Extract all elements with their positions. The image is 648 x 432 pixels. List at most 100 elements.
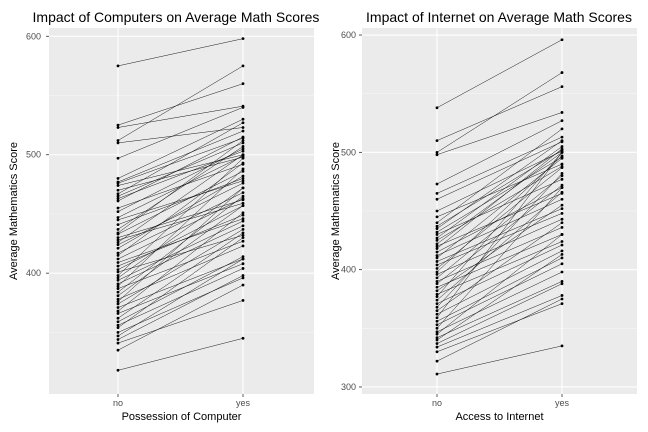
data-line-21 — [117, 146, 244, 230]
data-point-yes-12 — [241, 121, 245, 125]
data-point-yes-39 — [560, 249, 564, 253]
data-line-31 — [117, 198, 244, 260]
data-point-yes-47 — [560, 253, 564, 256]
data-point-yes-40 — [560, 150, 564, 154]
data-line-56 — [117, 275, 244, 340]
series-points — [116, 37, 245, 372]
data-line-1 — [436, 39, 563, 108]
data-line-7 — [436, 141, 563, 200]
y-axis-label: Average Mathematics Score — [8, 142, 20, 280]
data-line-6 — [117, 107, 244, 159]
data-line-7 — [117, 119, 244, 179]
data-point-no-20 — [435, 250, 439, 254]
data-line-58 — [117, 284, 244, 351]
data-line-34 — [436, 152, 563, 297]
data-point-yes-46 — [560, 279, 564, 283]
data-point-no-48 — [116, 309, 120, 313]
data-line-39 — [117, 225, 244, 285]
data-point-no-9 — [116, 181, 120, 185]
data-point-no-24 — [116, 236, 120, 240]
data-point-no-1 — [116, 64, 120, 68]
data-point-yes-27 — [560, 217, 564, 221]
data-line-12 — [117, 122, 244, 195]
data-point-no-18 — [116, 216, 120, 219]
data-point-yes-44 — [241, 244, 245, 248]
data-line-48 — [436, 283, 563, 344]
y-tick-label: 300 — [341, 382, 356, 392]
data-point-yes-44 — [560, 270, 564, 274]
data-point-no-51 — [116, 320, 120, 324]
data-line-24 — [436, 213, 563, 266]
data-line-25 — [117, 203, 244, 241]
data-point-yes-19 — [560, 147, 564, 151]
data-point-no-49 — [435, 345, 439, 349]
data-line-4 — [117, 65, 244, 141]
data-line-9 — [436, 163, 563, 218]
data-point-no-58 — [116, 348, 120, 352]
y-tick-label: 600 — [26, 31, 41, 41]
data-point-no-45 — [435, 332, 439, 336]
data-point-no-43 — [435, 326, 439, 330]
data-point-yes-7 — [241, 117, 245, 121]
data-point-no-21 — [116, 227, 120, 231]
data-point-no-13 — [116, 194, 120, 198]
y-tick-label: 600 — [341, 30, 356, 40]
data-line-40 — [117, 168, 244, 287]
data-point-yes-21 — [560, 197, 564, 201]
x-tick-label: yes — [236, 398, 251, 408]
data-point-yes-6 — [241, 105, 245, 109]
data-line-13 — [117, 142, 244, 197]
data-point-no-29 — [435, 279, 439, 283]
data-point-yes-40 — [241, 167, 245, 171]
data-point-no-45 — [116, 300, 120, 304]
data-point-no-8 — [435, 209, 439, 213]
data-point-no-59 — [116, 368, 120, 372]
data-point-no-54 — [116, 331, 120, 334]
data-line-2 — [117, 83, 244, 126]
data-point-no-35 — [435, 298, 439, 302]
data-point-no-34 — [116, 268, 120, 272]
data-line-8 — [117, 130, 244, 183]
data-point-yes-21 — [241, 145, 245, 148]
data-point-no-46 — [435, 336, 439, 340]
data-point-yes-10 — [560, 127, 564, 131]
data-point-no-53 — [116, 326, 120, 330]
data-line-46 — [117, 229, 244, 305]
data-point-yes-4 — [560, 111, 564, 114]
data-point-yes-14 — [241, 149, 245, 153]
data-point-yes-29 — [560, 226, 564, 229]
data-line-22 — [117, 140, 244, 234]
data-line-44 — [117, 245, 244, 300]
data-point-yes-28 — [241, 174, 245, 178]
data-point-yes-46 — [241, 227, 245, 231]
data-point-yes-15 — [560, 145, 564, 148]
data-point-yes-30 — [560, 183, 564, 187]
data-line-5 — [436, 120, 563, 185]
data-point-yes-9 — [560, 162, 564, 166]
data-point-yes-23 — [560, 207, 564, 211]
data-point-no-13 — [435, 230, 439, 234]
data-point-yes-2 — [241, 82, 245, 86]
data-line-26 — [436, 155, 563, 273]
data-line-14 — [436, 179, 563, 235]
data-line-52 — [436, 345, 563, 375]
data-point-yes-33 — [560, 240, 564, 243]
data-line-13 — [436, 156, 563, 233]
data-point-no-19 — [116, 218, 120, 222]
data-line-11 — [436, 149, 563, 227]
data-point-yes-41 — [560, 256, 564, 260]
data-point-no-50 — [116, 316, 120, 320]
data-point-yes-15 — [241, 135, 245, 139]
data-point-no-26 — [116, 240, 120, 244]
data-line-45 — [436, 234, 563, 335]
data-point-yes-49 — [560, 294, 564, 297]
data-point-no-17 — [435, 242, 439, 246]
data-line-36 — [436, 244, 563, 304]
x-tick-label: no — [113, 398, 123, 408]
data-line-36 — [117, 158, 244, 276]
x-tick-label: no — [432, 398, 442, 408]
x-tick-label: yes — [555, 398, 570, 408]
data-point-yes-36 — [241, 156, 245, 160]
data-point-yes-5 — [560, 119, 564, 123]
data-point-yes-38 — [560, 221, 564, 225]
